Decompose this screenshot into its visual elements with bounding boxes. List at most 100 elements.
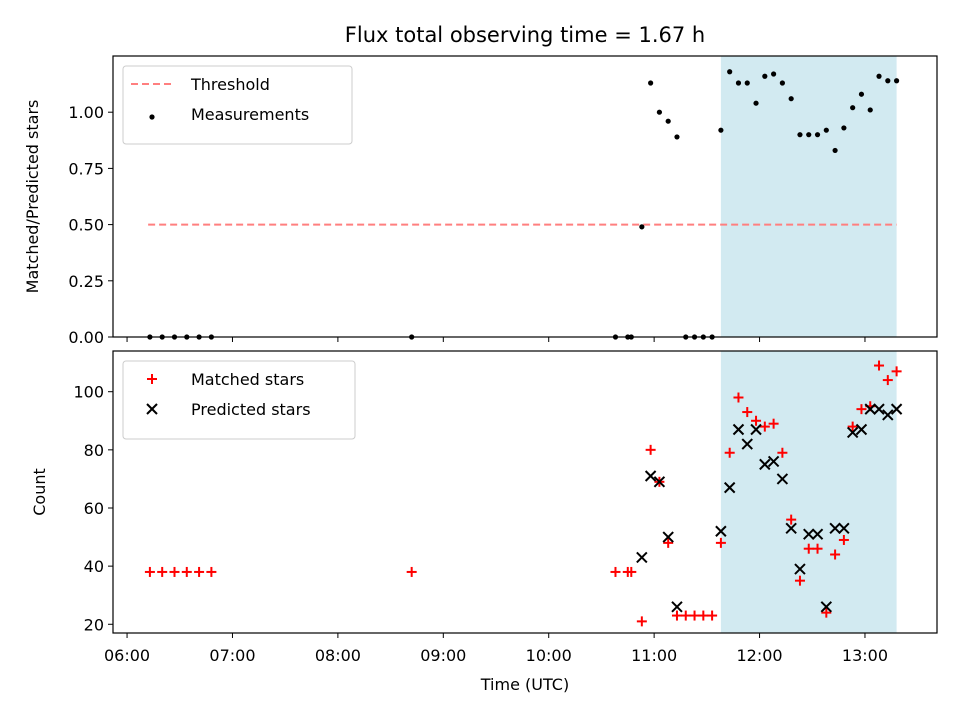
data-point [707, 610, 718, 621]
data-point [876, 73, 882, 79]
data-point [671, 610, 682, 621]
data-point [759, 458, 771, 471]
data-point [855, 423, 868, 436]
data-point [741, 438, 753, 450]
data-point [812, 543, 823, 554]
legend-label: Predicted stars [191, 400, 311, 419]
x-tick-label: 09:00 [420, 646, 466, 665]
data-point [806, 132, 812, 138]
panel-2: 06:00 07:00 08:00 09:00 10:00 11:00 12:00 13:00… [30, 350, 938, 665]
y-axis-title: Count [30, 468, 49, 516]
data-point [715, 537, 726, 548]
data-point [885, 78, 891, 84]
data-point [727, 69, 733, 75]
y-tick-label: 0.75 [68, 159, 104, 178]
data-point [680, 610, 691, 621]
axes-frame [112, 55, 938, 338]
data-point [856, 404, 867, 415]
legend: Threshold Measurements [122, 65, 353, 145]
data-point [656, 109, 663, 115]
data-point [636, 551, 648, 564]
x-axis-title: Time (UTC) [480, 675, 569, 694]
x-tick-label: 10:00 [526, 646, 572, 665]
data-point [723, 481, 736, 494]
data-point [794, 563, 806, 575]
x-tick-label: 12:00 [736, 646, 782, 665]
data-point [715, 525, 727, 537]
x-tick-label: 11:00 [631, 646, 677, 665]
data-point [653, 476, 666, 488]
data-point [206, 566, 217, 577]
y-axis-title: Matched/Predicted stars [23, 100, 42, 294]
panel-1: 0.00 0.25 0.50 0.75 1.00 Matched/Predicted st… [23, 55, 938, 347]
data-point [753, 100, 759, 106]
data-point [157, 566, 168, 577]
data-point [744, 80, 750, 86]
data-point [689, 610, 700, 621]
data-point [663, 537, 674, 548]
data-point [838, 534, 849, 545]
legend-box [122, 360, 356, 440]
data-point [767, 455, 780, 468]
data-point [751, 415, 762, 426]
y-tick-label: 1.00 [68, 103, 104, 122]
data-point [771, 71, 777, 77]
x-tick-label: 13:00 [842, 646, 888, 665]
data-point [759, 421, 770, 432]
data-point [698, 610, 709, 621]
legend-entry: Predicted stars [146, 400, 311, 419]
data-point [873, 403, 885, 415]
data-point [850, 105, 856, 111]
data-point [724, 447, 735, 458]
y-tick-label: 0.50 [68, 216, 104, 235]
data-point [733, 392, 744, 403]
y-tick-label: 0.00 [68, 328, 104, 347]
data-point [645, 444, 656, 455]
x-tick-label: 07:00 [209, 646, 255, 665]
data-point [665, 118, 671, 124]
y-tick-label: 20 [84, 615, 104, 634]
data-point [144, 566, 155, 577]
data-point [779, 80, 785, 86]
data-point [750, 423, 762, 436]
data-point [847, 421, 858, 432]
legend-box [122, 65, 353, 145]
legend-swatch [147, 374, 157, 384]
chart-title: Flux total observing time = 1.67 h [345, 23, 705, 47]
data-point [814, 132, 821, 138]
data-point [829, 522, 841, 535]
data-point [858, 91, 865, 97]
highlight-band [720, 351, 897, 633]
series-predicted-stars [636, 403, 903, 613]
data-point [874, 360, 885, 371]
data-point [890, 403, 903, 415]
data-point [762, 73, 768, 79]
y-tick-label: 80 [84, 441, 104, 460]
y-tick-label: 60 [84, 499, 104, 518]
highlight-band [720, 56, 897, 337]
data-point [776, 473, 789, 485]
data-point [768, 418, 779, 429]
y-tick-label: 100 [73, 383, 104, 402]
data-point [788, 96, 794, 102]
data-point [841, 125, 847, 131]
data-point [662, 531, 674, 543]
series-matched-stars [144, 360, 902, 627]
data-point [803, 543, 814, 554]
data-point [882, 375, 893, 386]
data-point [777, 447, 788, 458]
panels: 0.00 0.25 0.50 0.75 1.00 Matched/Predicted st… [23, 55, 938, 665]
data-point [803, 528, 815, 540]
data-point [636, 616, 647, 627]
data-point [718, 127, 724, 133]
data-point [867, 107, 873, 113]
data-point [671, 601, 683, 613]
data-point [610, 566, 621, 577]
legend-swatch [149, 114, 155, 120]
data-point [639, 224, 645, 230]
data-point [169, 566, 180, 577]
data-point [785, 522, 797, 535]
data-point [846, 426, 859, 439]
data-point [838, 522, 850, 535]
